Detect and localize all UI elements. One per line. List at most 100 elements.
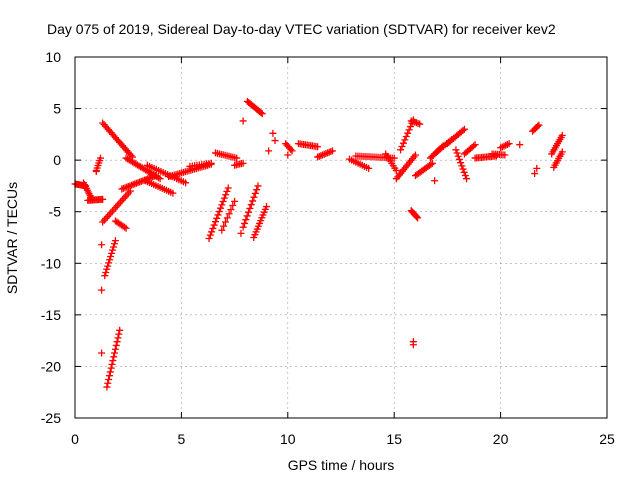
data-point xyxy=(109,246,117,254)
data-point xyxy=(218,201,226,209)
data-point xyxy=(531,170,539,178)
data-point xyxy=(224,184,232,192)
data-point xyxy=(111,345,119,353)
data-point xyxy=(534,122,542,130)
data-point xyxy=(315,152,323,160)
data-point xyxy=(98,241,106,249)
data-point xyxy=(210,221,218,229)
data-point xyxy=(246,204,254,212)
data-point xyxy=(97,154,105,162)
data-point xyxy=(233,154,241,162)
data-point xyxy=(314,143,322,151)
data-point xyxy=(263,203,271,211)
data-point xyxy=(460,125,468,133)
grid-lines xyxy=(75,57,607,418)
data-point xyxy=(104,262,112,270)
data-point xyxy=(107,253,115,261)
data-point xyxy=(398,143,406,151)
data-point xyxy=(104,379,112,387)
data-point xyxy=(114,334,122,342)
data-point xyxy=(169,189,177,197)
data-point xyxy=(516,141,524,149)
data-point xyxy=(324,149,332,157)
data-point xyxy=(108,360,116,368)
data-point xyxy=(106,256,114,264)
data-point xyxy=(242,216,250,224)
y-tick-label: 0 xyxy=(53,152,61,168)
y-tick-label: -5 xyxy=(49,204,62,220)
data-point xyxy=(457,159,465,167)
data-point xyxy=(99,195,107,203)
x-tick-label: 10 xyxy=(280,431,296,447)
data-point xyxy=(284,151,292,159)
data-point xyxy=(113,338,121,346)
data-point xyxy=(109,357,117,365)
data-point xyxy=(240,219,248,227)
chart-title: Day 075 of 2019, Sidereal Day-to-day VTE… xyxy=(47,21,556,37)
data-point xyxy=(404,129,412,137)
data-point xyxy=(215,208,223,216)
data-point xyxy=(221,218,229,226)
y-tick-label: -20 xyxy=(41,358,61,374)
data-point xyxy=(427,160,435,168)
data-point xyxy=(105,375,113,383)
data-point xyxy=(237,229,245,237)
data-point xyxy=(397,146,405,154)
data-point xyxy=(103,383,111,391)
data-point xyxy=(103,265,111,273)
data-point xyxy=(328,147,336,155)
data-point xyxy=(325,148,333,156)
data-point xyxy=(271,137,279,145)
data-point xyxy=(452,146,460,154)
data-point xyxy=(470,142,478,150)
data-point xyxy=(218,226,226,234)
data-point xyxy=(229,202,237,210)
data-point xyxy=(156,175,164,183)
data-point xyxy=(314,153,322,161)
data-point xyxy=(258,110,266,118)
data-point xyxy=(98,349,106,357)
y-axis-label: SDTVAR / TECUs xyxy=(4,182,20,294)
data-point xyxy=(243,212,251,220)
data-point xyxy=(98,286,106,294)
data-point xyxy=(453,149,461,157)
data-point xyxy=(209,224,217,232)
data-point xyxy=(222,191,230,199)
data-point xyxy=(288,147,296,155)
data-point xyxy=(92,167,100,175)
data-point xyxy=(402,133,410,141)
data-point xyxy=(111,237,119,245)
data-point xyxy=(225,210,233,218)
data-point xyxy=(122,224,130,232)
data-point xyxy=(121,223,129,231)
y-tick-label: -25 xyxy=(41,410,61,426)
data-point xyxy=(109,243,117,251)
data-point xyxy=(239,159,247,167)
x-tick-label: 20 xyxy=(493,431,509,447)
data-point xyxy=(429,159,437,167)
data-point xyxy=(287,145,295,153)
data-point xyxy=(205,235,213,243)
data-point xyxy=(454,152,462,160)
x-tick-label: 15 xyxy=(386,431,402,447)
data-point xyxy=(407,123,415,131)
y-tick-label: 10 xyxy=(45,49,61,65)
axis-ticks: 0 5 10 15 20 25 -25 -20 -15 -10 -5 0 5 10 xyxy=(41,49,615,447)
data-point xyxy=(461,172,469,179)
data-point xyxy=(239,117,247,125)
data-point xyxy=(269,129,277,137)
data-point xyxy=(463,175,471,183)
data-point xyxy=(107,364,115,372)
data-point xyxy=(501,151,509,159)
data-point xyxy=(105,372,113,380)
data-point xyxy=(223,187,231,195)
data-point xyxy=(322,150,330,158)
data-point xyxy=(247,201,255,209)
data-point xyxy=(213,214,221,222)
data-point xyxy=(219,197,227,205)
data-point xyxy=(558,148,566,156)
data-point xyxy=(458,162,466,170)
data-point xyxy=(214,211,222,219)
data-point xyxy=(250,193,258,201)
